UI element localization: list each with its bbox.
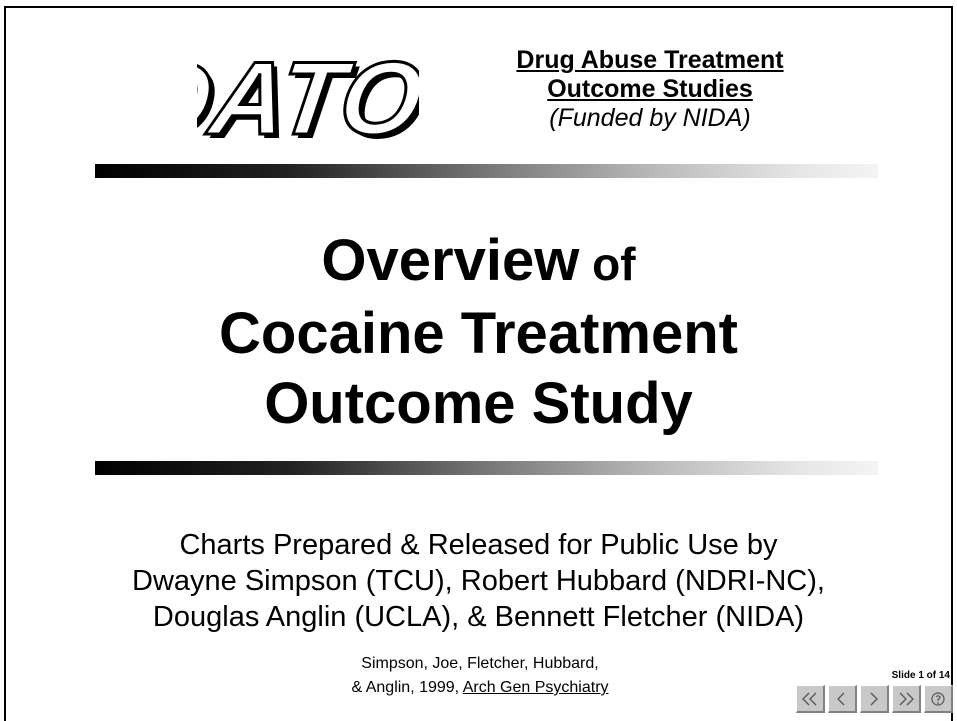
- title-line-3: Outcome Study: [264, 371, 693, 436]
- logo-text: DATOS: [197, 42, 419, 154]
- credits-line-2: Dwayne Simpson (TCU), Robert Hubbard (ND…: [132, 565, 825, 597]
- slide-navigation: [796, 685, 953, 713]
- study-header: Drug Abuse Treatment Outcome Studies (Fu…: [470, 46, 830, 133]
- last-slide-icon: [899, 692, 914, 705]
- citation-line-2: & Anglin, 1999,: [351, 679, 463, 696]
- credits-line-3: Douglas Anglin (UCLA), & Bennett Fletche…: [152, 601, 805, 633]
- citation-journal: Arch Gen Psychiatry: [462, 679, 609, 696]
- header-line-2: Outcome Studies: [547, 75, 753, 103]
- title-of: of: [579, 238, 636, 290]
- credits-line-1: Charts Prepared & Released for Public Us…: [179, 529, 778, 561]
- citation: Simpson, Joe, Fletcher, Hubbard, & Angli…: [290, 652, 670, 700]
- header-line-1: Drug Abuse Treatment: [516, 46, 784, 74]
- slide-title: Overview of Cocaine Treatment Outcome St…: [0, 226, 957, 439]
- help-button[interactable]: [924, 685, 953, 713]
- previous-slide-icon: [837, 692, 845, 705]
- slide-frame: [4, 6, 953, 721]
- help-icon: [931, 691, 945, 706]
- datos-logo: DATOS DATOS: [127, 39, 504, 161]
- credits: Charts Prepared & Released for Public Us…: [0, 527, 957, 635]
- last-slide-button[interactable]: [892, 685, 921, 713]
- bottom-divider-bar: [95, 461, 878, 475]
- slide-indicator: Slide 1 of 14: [891, 670, 950, 681]
- title-line-2: Cocaine Treatment: [219, 301, 738, 366]
- header-funding: (Funded by NIDA): [549, 104, 751, 132]
- next-slide-button[interactable]: [860, 685, 889, 713]
- first-slide-icon: [802, 692, 817, 705]
- first-slide-button[interactable]: [796, 685, 825, 713]
- next-slide-icon: [870, 692, 878, 705]
- citation-line-1: Simpson, Joe, Fletcher, Hubbard,: [361, 655, 599, 672]
- top-divider-bar: [95, 164, 878, 178]
- title-overview: Overview: [321, 228, 580, 293]
- previous-slide-button[interactable]: [828, 685, 857, 713]
